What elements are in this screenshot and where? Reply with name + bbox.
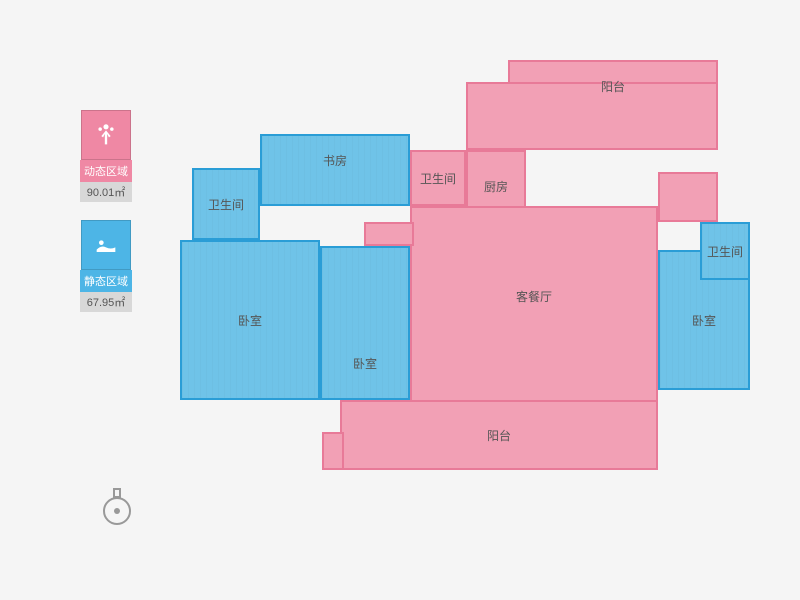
room-label: 卫生间 — [707, 243, 743, 260]
legend-static-label: 静态区域 — [80, 270, 132, 292]
room-bedroom-left: 卧室 — [180, 240, 320, 400]
room-bottom-step — [322, 432, 344, 470]
room-label: 客餐厅 — [516, 288, 552, 305]
legend-static-value: 67.95㎡ — [80, 292, 132, 312]
room-bath-left: 卫生间 — [192, 168, 260, 240]
room-label: 卧室 — [692, 312, 716, 329]
room-living: 客餐厅 — [410, 206, 658, 406]
legend: 动态区域 90.01㎡ 静态区域 67.95㎡ — [80, 110, 132, 330]
room-label: 阳台 — [487, 427, 511, 444]
room-balcony-bottom: 阳台 — [340, 400, 658, 470]
room-hall-top — [466, 82, 718, 150]
room-label: 阳台 — [601, 78, 625, 95]
floorplan: 阳台书房卫生间卫生间厨房客餐厅卧室卧室卧室卫生间阳台 — [180, 60, 750, 510]
legend-static: 静态区域 67.95㎡ — [80, 220, 132, 312]
room-label: 卧室 — [353, 355, 377, 372]
room-label: 厨房 — [484, 178, 508, 195]
sleep-icon — [81, 220, 131, 270]
room-label: 卫生间 — [420, 170, 456, 187]
legend-dynamic-value: 90.01㎡ — [80, 182, 132, 202]
room-bedroom-mid: 卧室 — [320, 246, 410, 400]
people-icon — [81, 110, 131, 160]
room-label: 卫生间 — [208, 196, 244, 213]
legend-dynamic: 动态区域 90.01㎡ — [80, 110, 132, 202]
legend-dynamic-label: 动态区域 — [80, 160, 132, 182]
room-label: 卧室 — [238, 312, 262, 329]
room-bath-mid: 卫生间 — [410, 150, 466, 206]
compass-icon — [100, 485, 134, 532]
room-study: 书房 — [260, 134, 410, 206]
room-corridor — [364, 222, 414, 246]
room-bath-right: 卫生间 — [700, 222, 750, 280]
room-label: 书房 — [323, 152, 347, 169]
room-right-ext — [658, 172, 718, 222]
